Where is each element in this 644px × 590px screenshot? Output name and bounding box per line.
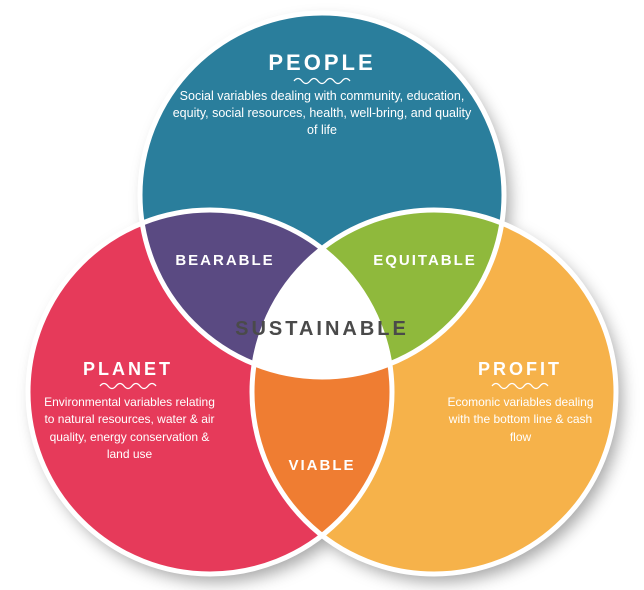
profit-desc: Ecomonic variables dealing with the bott…	[438, 394, 603, 446]
planet-title: PLANET	[83, 359, 173, 379]
label-equitable: EQUITABLE	[373, 252, 477, 269]
profit-title: PROFIT	[478, 359, 562, 379]
label-sustainable: SUSTAINABLE	[235, 318, 409, 340]
planet-desc: Environmental variables relating to natu…	[42, 394, 217, 464]
people-desc: Social variables dealing with community,…	[172, 88, 472, 139]
people-desc-wrap: Social variables dealing with community,…	[172, 88, 472, 178]
planet-desc-wrap: Environmental variables relating to natu…	[42, 394, 217, 524]
profit-desc-wrap: Ecomonic variables dealing with the bott…	[438, 394, 603, 504]
venn-svg: PEOPLE Social variables dealing with com…	[0, 0, 644, 590]
label-bearable: BEARABLE	[175, 252, 274, 269]
label-viable: VIABLE	[288, 457, 355, 474]
people-title: PEOPLE	[268, 50, 375, 75]
venn-diagram: PEOPLE Social variables dealing with com…	[0, 0, 644, 590]
